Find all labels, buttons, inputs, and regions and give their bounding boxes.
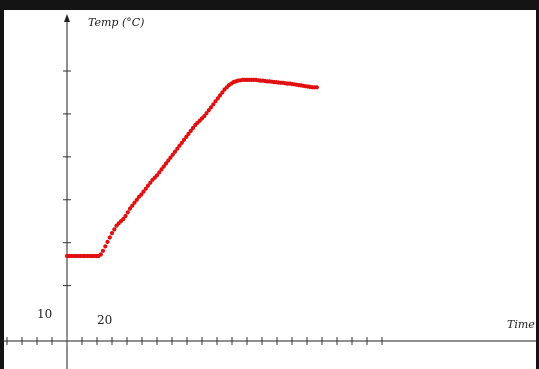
data-point <box>202 114 207 119</box>
data-point <box>154 173 160 178</box>
data-point <box>163 161 169 166</box>
data-point <box>190 125 196 131</box>
data-point <box>168 155 173 160</box>
data-point <box>314 85 319 90</box>
data-point <box>107 235 112 240</box>
data-point <box>100 248 106 253</box>
data-point <box>206 108 211 113</box>
data-point <box>179 140 184 145</box>
data-point <box>157 170 162 175</box>
right-border-bar <box>536 10 539 369</box>
data-point <box>145 183 151 188</box>
top-border-bar <box>0 0 539 10</box>
data-point <box>130 203 135 208</box>
x-axis-ticks <box>6 337 383 345</box>
data-point <box>215 96 220 101</box>
data-point <box>148 180 153 185</box>
y-axis-ticks <box>63 70 71 287</box>
data-point <box>204 111 209 116</box>
data-point <box>105 239 110 244</box>
data-point <box>208 105 214 110</box>
data-point <box>217 93 223 98</box>
y-tick-label: 10 <box>37 307 52 321</box>
data-point <box>103 244 108 249</box>
data-point <box>175 146 180 151</box>
data-point <box>127 206 133 211</box>
data-point <box>134 197 139 202</box>
left-border-bar <box>0 10 4 369</box>
data-point <box>125 210 130 215</box>
data-point <box>186 131 191 136</box>
data-point <box>184 134 189 139</box>
y-axis-arrow-icon <box>64 14 70 22</box>
data-point <box>109 231 115 236</box>
data-points <box>64 77 319 259</box>
data-point <box>172 149 178 154</box>
data-point <box>98 252 103 257</box>
data-point <box>132 200 137 205</box>
data-point <box>188 128 193 133</box>
data-point <box>213 99 218 104</box>
data-point <box>170 152 175 157</box>
data-point <box>123 213 128 219</box>
data-point <box>112 227 117 232</box>
data-point <box>143 186 148 191</box>
data-point <box>211 102 216 107</box>
y-axis-label: Temp (°C) <box>88 16 144 29</box>
data-point <box>166 158 171 163</box>
data-point <box>177 143 182 148</box>
data-point <box>181 137 187 142</box>
data-point <box>121 216 126 222</box>
data-point <box>159 167 164 172</box>
data-point <box>141 189 146 194</box>
data-point <box>139 192 144 197</box>
x-tick-label: 20 <box>97 313 112 327</box>
chart-axes <box>0 14 536 369</box>
x-axis-label: Time ( <box>507 318 539 331</box>
data-point <box>220 90 225 95</box>
data-point <box>161 164 166 169</box>
